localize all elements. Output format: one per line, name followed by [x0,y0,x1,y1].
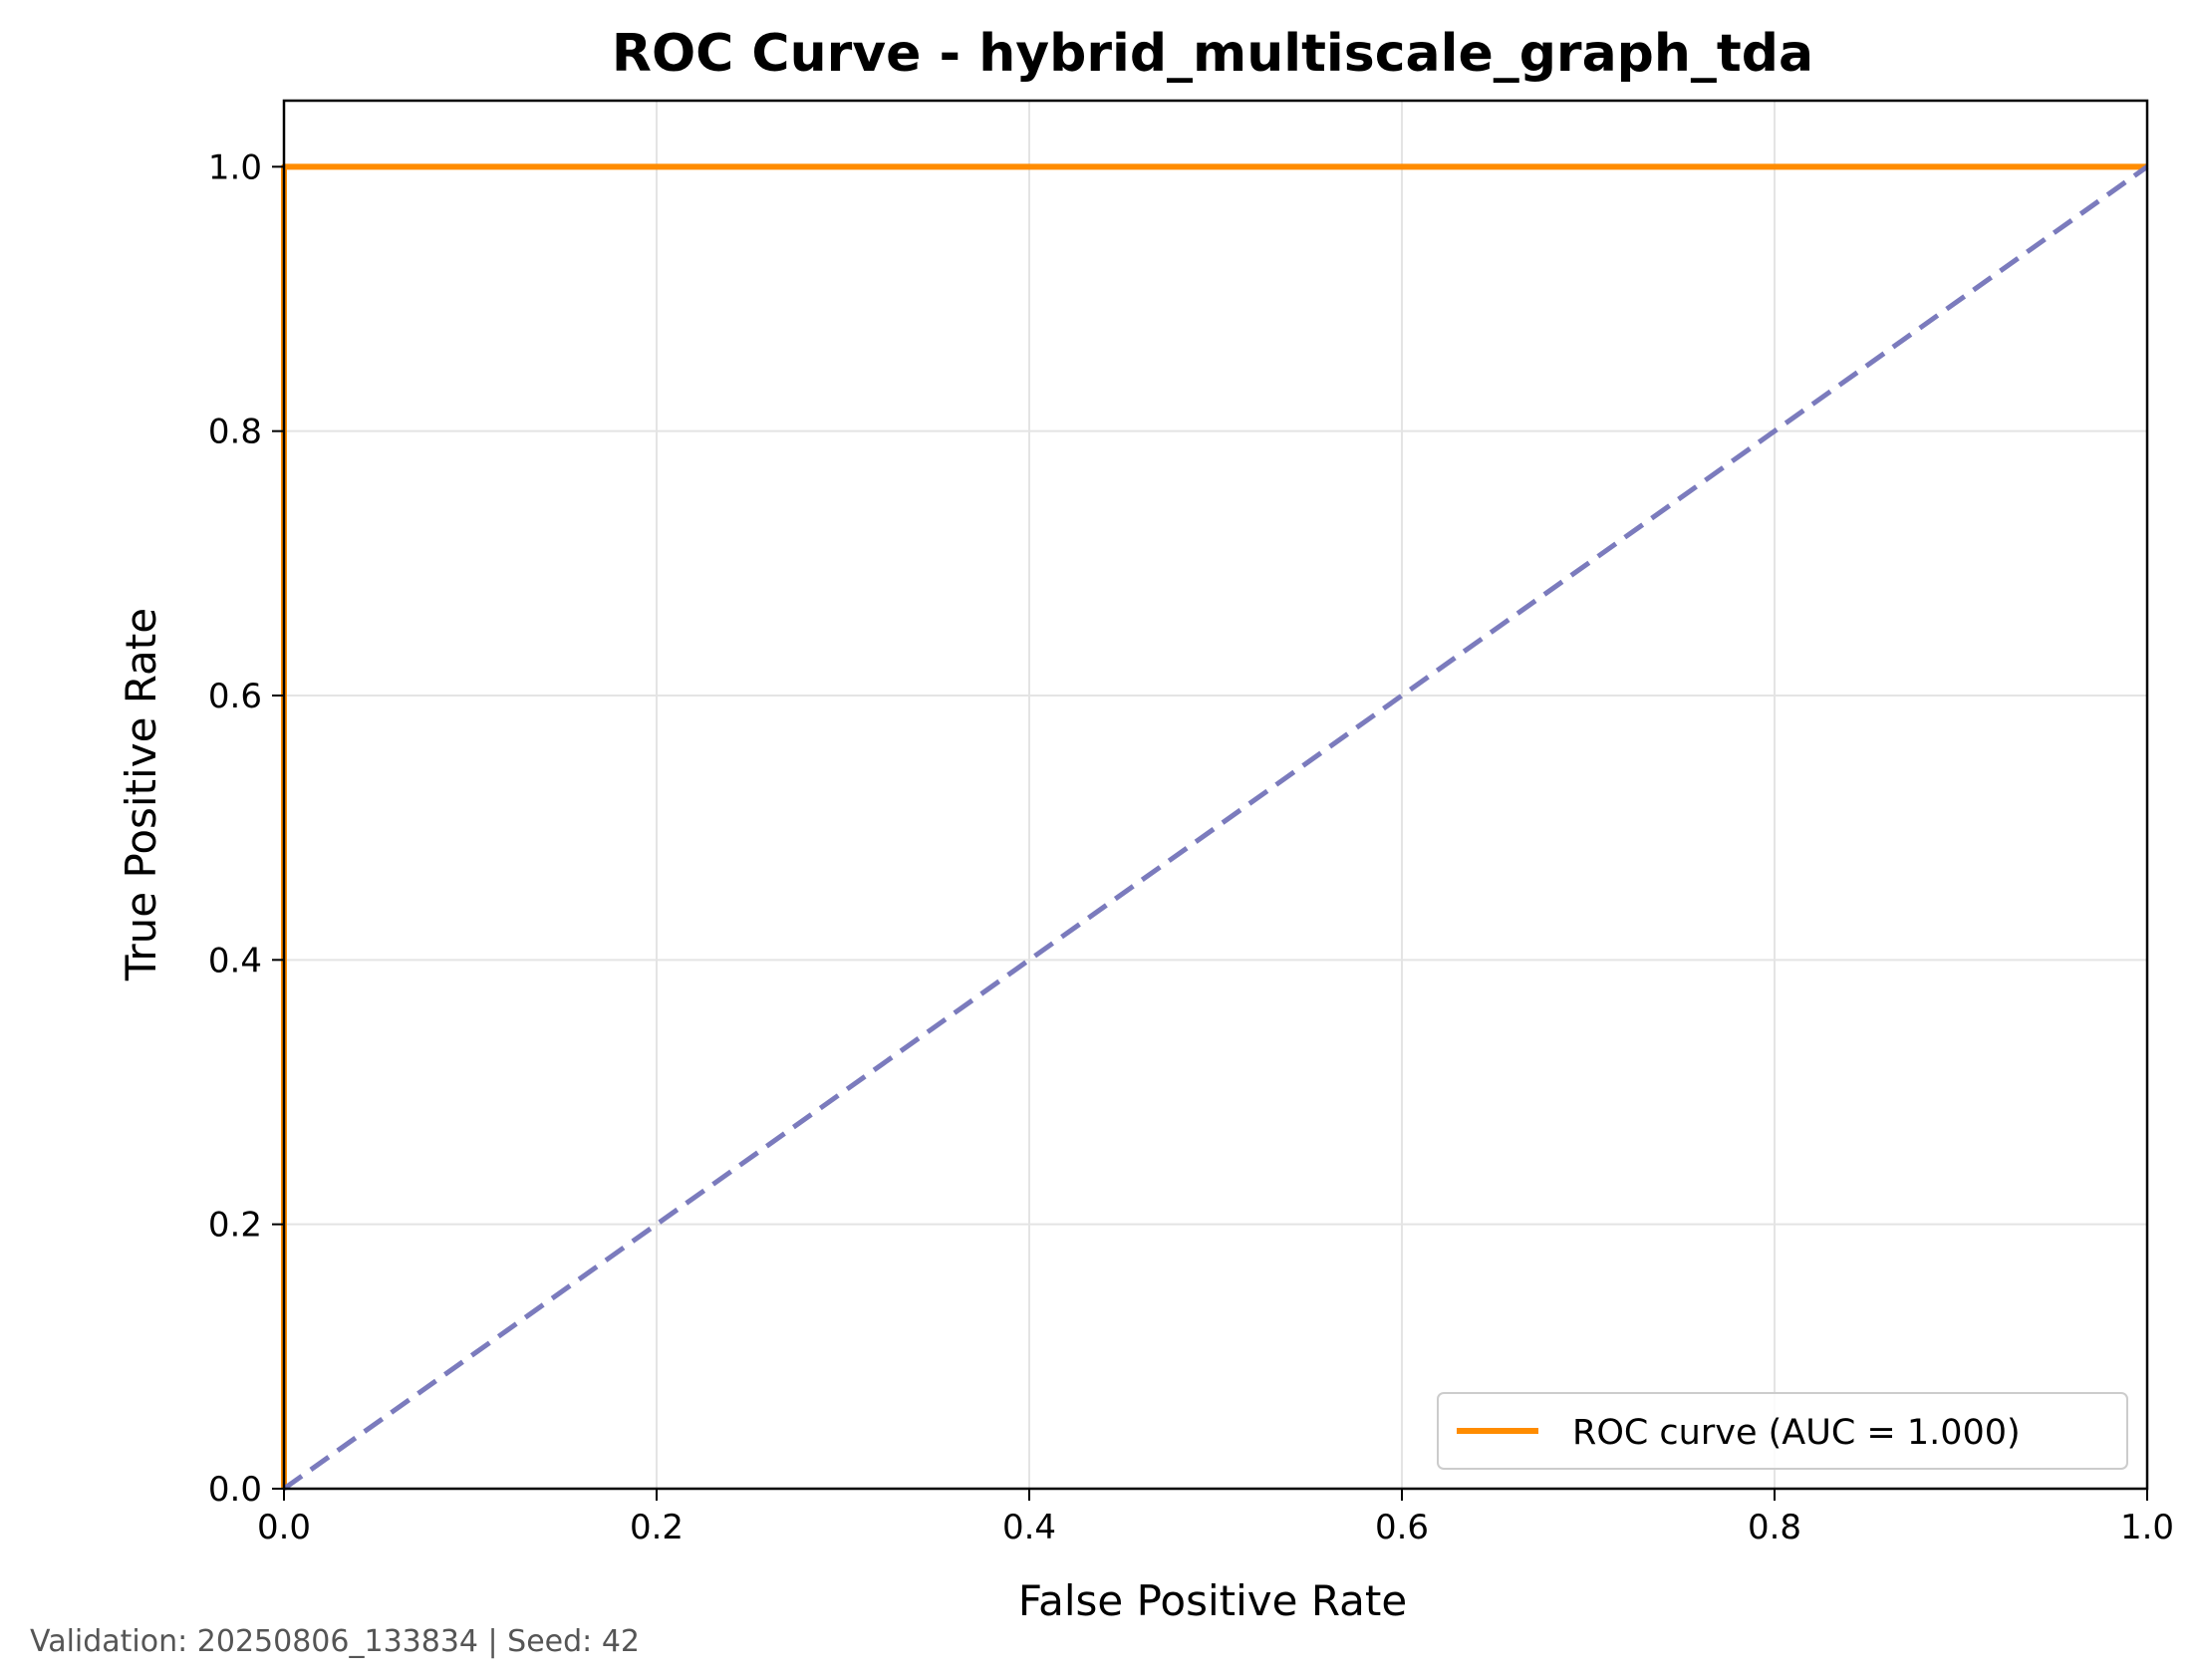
x-axis-label: False Positive Rate [1018,1576,1407,1625]
y-tick-label-4: 0.8 [208,413,262,452]
legend-label-roc: ROC curve (AUC = 1.000) [1572,1413,2021,1453]
x-tick-label-1: 0.2 [630,1508,684,1547]
plot-frame [282,99,2149,1491]
x-tick-label-0: 0.0 [257,1508,311,1547]
random-baseline-line [282,164,2149,1492]
x-axis: 0.0 0.2 0.4 0.6 0.8 1.0 [257,1489,2174,1547]
series-layer [281,163,2149,1492]
y-axis-label: True Positive Rate [117,608,165,981]
validation-footer: Validation: 20250806_133834 | Seed: 42 [30,1624,640,1659]
y-axis: 0.0 0.2 0.4 0.6 0.8 1.0 [208,147,284,1510]
y-tick-label-0: 0.0 [208,1470,262,1510]
y-tick-label-3: 0.6 [208,677,262,716]
x-tick-label-2: 0.4 [1002,1508,1056,1547]
x-tick-label-3: 0.6 [1375,1508,1429,1547]
x-tick-label-4: 0.8 [1748,1508,1801,1547]
legend: ROC curve (AUC = 1.000) [1437,1392,2128,1470]
y-tick-label-1: 0.2 [208,1206,262,1246]
legend-box [1437,1392,2128,1470]
x-tick-label-5: 1.0 [2120,1508,2174,1547]
y-tick-label-5: 1.0 [208,147,262,187]
grid-lines [283,101,2148,1490]
chart-title: ROC Curve - hybrid_multiscale_graph_tda [612,24,1813,84]
y-tick-label-2: 0.4 [208,941,262,980]
